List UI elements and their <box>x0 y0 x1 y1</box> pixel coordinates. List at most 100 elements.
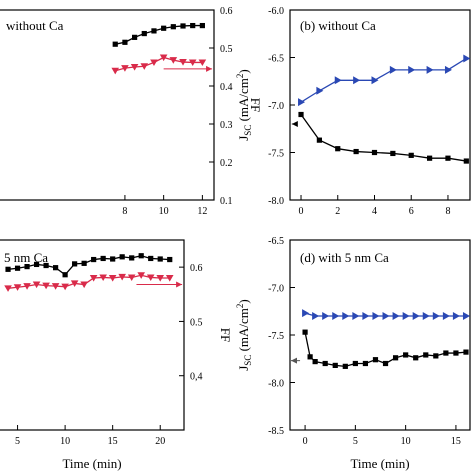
data-point <box>137 272 145 279</box>
data-point <box>335 146 341 152</box>
data-point <box>322 360 328 367</box>
data-point <box>352 312 360 320</box>
x-tick-label: 10 <box>60 436 70 447</box>
data-point <box>157 256 163 262</box>
data-point <box>61 283 69 291</box>
data-point <box>462 312 470 320</box>
data-point <box>129 255 135 261</box>
data-point <box>307 354 313 360</box>
data-point <box>62 272 68 278</box>
y-tick-label: -8.5 <box>268 426 284 437</box>
data-point <box>150 59 158 67</box>
plot-frame <box>289 9 471 201</box>
x-tick-label: 10 <box>159 206 169 217</box>
panel-c-5nm-ca-ff: 0,4 0.5 0.6 5 10 15 20 FF Time (min) 5 nm Ca <box>0 239 233 471</box>
data-point <box>443 350 449 356</box>
data-point <box>412 312 420 320</box>
y-tick-label: -6.5 <box>268 236 284 247</box>
plot-frame <box>0 239 185 431</box>
data-point <box>408 152 414 158</box>
data-point <box>110 256 116 262</box>
data-point <box>14 265 21 271</box>
plot-frame <box>289 239 471 431</box>
x-tick-label: 4 <box>372 206 377 217</box>
data-point <box>99 274 107 282</box>
data-point <box>167 256 173 263</box>
arrow-head <box>291 357 298 364</box>
y-tick-label: -6.0 <box>268 6 284 17</box>
data-point <box>156 275 165 282</box>
series-line <box>300 57 467 103</box>
data-point <box>408 65 416 74</box>
data-point <box>362 312 370 320</box>
data-point <box>91 256 97 263</box>
y-tick-label: -8.0 <box>268 196 284 207</box>
data-point <box>119 254 125 260</box>
data-point <box>342 363 348 369</box>
data-point <box>4 285 12 292</box>
y-tick-label: -7.0 <box>268 284 284 295</box>
x-tick-label: 15 <box>108 436 118 447</box>
data-point <box>161 25 167 31</box>
data-point <box>111 67 120 75</box>
series-0 <box>5 253 173 278</box>
data-point <box>141 30 147 37</box>
data-point <box>121 65 129 72</box>
data-point <box>179 59 187 66</box>
y-tick-label: -6.5 <box>268 54 284 65</box>
data-point <box>53 265 59 271</box>
x-tick-label: 15 <box>451 436 461 447</box>
data-point <box>199 22 205 29</box>
data-point <box>432 312 440 320</box>
data-point <box>146 274 155 282</box>
data-point <box>382 360 389 367</box>
data-point <box>463 54 471 63</box>
panel-d-with-5nm-ca-jsc: -6.5 -7.0 -7.5 -8.0 -8.5 0 5 10 15 JSC (mA/cm2) Ti… <box>235 236 471 471</box>
data-point <box>298 98 306 107</box>
data-point <box>72 261 78 267</box>
data-point <box>302 329 308 335</box>
data-point <box>403 352 409 358</box>
data-point <box>80 281 88 289</box>
y-tick-label: -8.0 <box>268 379 284 390</box>
data-point <box>43 262 49 269</box>
data-point <box>130 64 139 71</box>
y-tick-label: 0.6 <box>190 263 203 274</box>
x-tick-label: 2 <box>335 206 340 217</box>
data-point <box>389 65 397 74</box>
series-line <box>7 274 170 289</box>
data-point <box>392 312 400 320</box>
x-tick-label: 5 <box>15 436 20 447</box>
panel-label: without Ca <box>6 18 64 33</box>
data-point <box>413 355 419 361</box>
panel-a-without-ca-ff: 0.1 0.2 0.3 0.4 0.5 0.6 8 10 12 FF without Ca <box>0 6 263 217</box>
data-point <box>312 312 320 320</box>
data-point <box>89 275 98 282</box>
y-tick-label: 0.5 <box>220 44 233 55</box>
axis-arrow <box>136 281 183 288</box>
series-line <box>115 56 203 72</box>
data-point <box>24 264 30 270</box>
panel-label: (b) without Ca <box>300 18 376 33</box>
series-1 <box>111 54 207 75</box>
arrow-head <box>176 281 183 288</box>
series-0 <box>302 309 470 320</box>
data-point <box>322 312 330 320</box>
series-1 <box>302 329 469 369</box>
data-point <box>334 76 342 85</box>
data-point <box>159 54 168 62</box>
data-point <box>371 149 378 156</box>
data-point <box>165 275 174 282</box>
y-tick-label: -7.5 <box>268 149 284 160</box>
data-point <box>372 357 379 363</box>
y-tick-label: -7.5 <box>268 331 284 342</box>
series-1 <box>298 111 469 164</box>
series-0 <box>298 54 471 107</box>
y-axis-title: JSC (mA/cm2) <box>235 299 253 371</box>
data-point <box>453 350 459 356</box>
data-point <box>423 352 429 358</box>
y-axis-title: FF <box>248 98 263 112</box>
y-tick-label: 0.3 <box>220 120 233 131</box>
data-point <box>122 39 128 45</box>
